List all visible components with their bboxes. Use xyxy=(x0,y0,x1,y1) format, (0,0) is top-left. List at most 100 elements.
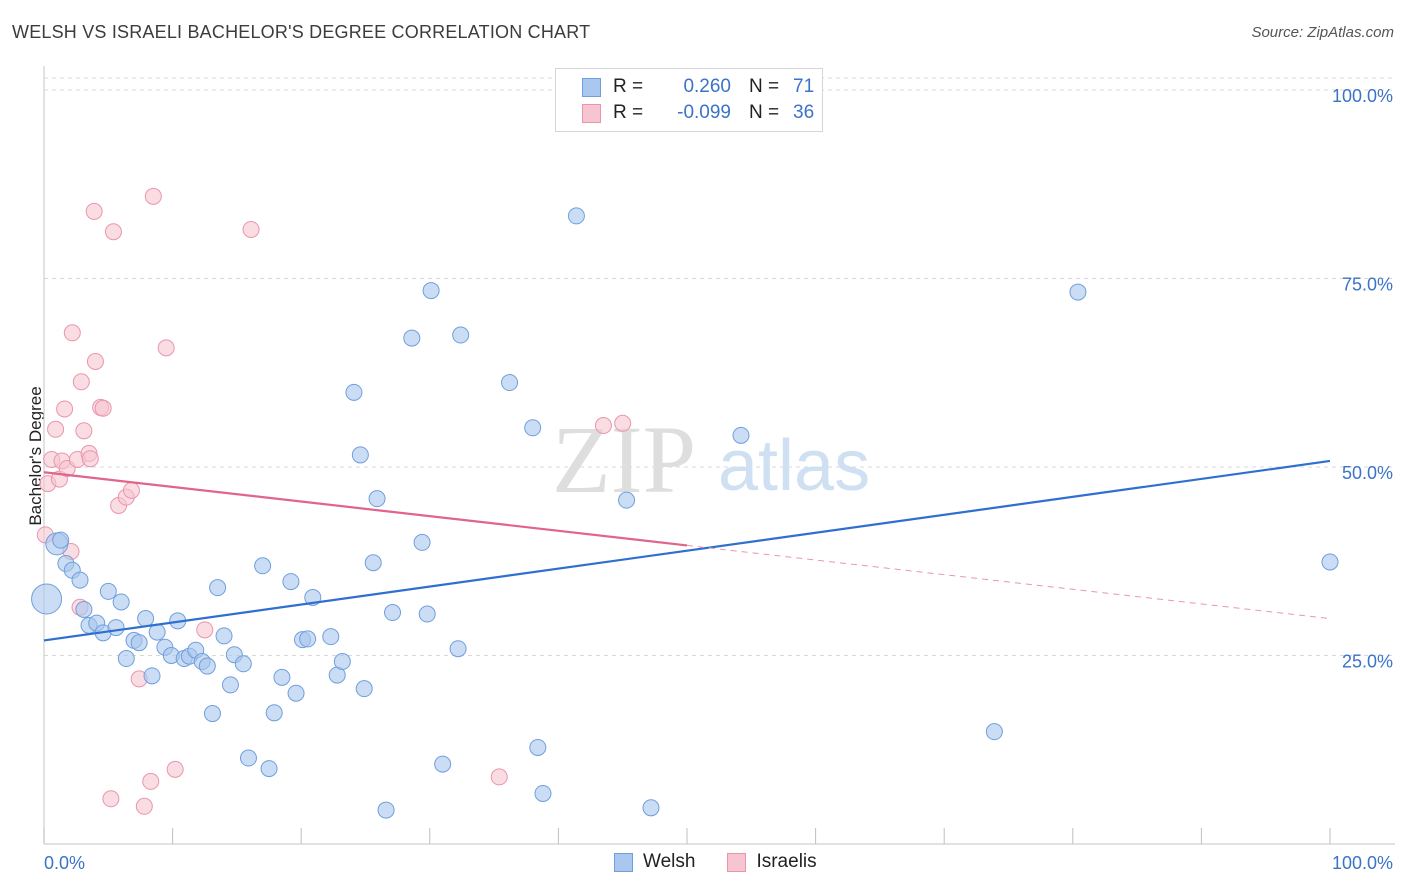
y-tick-label: 75.0% xyxy=(1342,275,1393,295)
legend-n-label: N = xyxy=(749,76,780,97)
israelis-point xyxy=(86,352,104,370)
welsh-point xyxy=(355,680,373,698)
welsh-point xyxy=(534,784,552,802)
welsh-point xyxy=(449,640,467,658)
welsh-point xyxy=(985,723,1003,741)
welsh-point xyxy=(260,760,278,778)
welsh-point xyxy=(31,583,63,615)
y-tick-label: 25.0% xyxy=(1342,652,1393,672)
israelis-point xyxy=(142,772,160,790)
welsh-point xyxy=(117,650,135,668)
welsh-point xyxy=(418,605,436,623)
welsh-point xyxy=(345,383,363,401)
legend-label-welsh: Welsh xyxy=(643,851,696,872)
israelis-point xyxy=(104,223,122,241)
welsh-point xyxy=(234,655,252,673)
legend-n-value: 71 xyxy=(793,76,815,97)
welsh-point xyxy=(148,623,166,641)
israelis-point xyxy=(81,450,99,468)
welsh-point xyxy=(107,619,125,637)
welsh-point xyxy=(254,557,272,575)
legend-swatch-israelis xyxy=(727,852,747,872)
welsh-point xyxy=(239,749,257,767)
welsh-point xyxy=(403,329,421,347)
series-legend: Welsh Israelis xyxy=(614,851,849,873)
welsh-point xyxy=(618,491,636,509)
grid-lines xyxy=(44,77,1395,656)
welsh-point xyxy=(322,628,340,646)
legend-r-label: R = xyxy=(613,76,644,97)
welsh-point xyxy=(209,579,227,597)
tick-labels: 100.0% 75.0% 50.0% 25.0% 0.0% 100.0% xyxy=(44,86,1393,873)
y-tick-label: 50.0% xyxy=(1342,463,1393,483)
correlation-legend: R = 0.260 N = 71 R = -0.099 N = 36 xyxy=(555,68,823,132)
israelis-point xyxy=(490,768,508,786)
welsh-point xyxy=(529,738,547,756)
israelis-point xyxy=(594,417,612,435)
legend-n-value: 36 xyxy=(793,102,815,123)
welsh-trend-line xyxy=(43,459,1331,642)
legend-r-label: R = xyxy=(613,102,644,123)
legend-label-israelis: Israelis xyxy=(756,851,817,872)
x-tick-label: 0.0% xyxy=(44,853,85,873)
welsh-point xyxy=(1069,283,1087,301)
legend-swatch-israelis xyxy=(582,103,601,123)
israelis-point xyxy=(102,790,120,808)
israelis-point xyxy=(144,187,162,205)
welsh-point xyxy=(413,533,431,551)
welsh-point xyxy=(137,610,155,628)
welsh-point xyxy=(221,676,239,694)
israelis-point xyxy=(157,339,175,357)
y-tick-label: 100.0% xyxy=(1332,86,1393,106)
chart-title: WELSH VS ISRAELI BACHELOR'S DEGREE CORRE… xyxy=(12,22,591,42)
welsh-point xyxy=(265,704,283,722)
welsh-point xyxy=(501,374,519,392)
welsh-point xyxy=(642,799,660,817)
legend-item-israelis[interactable]: Israelis xyxy=(727,851,817,873)
legend-row-israelis: R = -0.099 N = 36 xyxy=(582,101,814,125)
israelis-point xyxy=(94,399,112,417)
israelis-point xyxy=(135,797,153,815)
israelis-point xyxy=(196,621,214,639)
israelis-trend-line xyxy=(43,471,688,547)
welsh-point xyxy=(333,653,351,671)
welsh-point xyxy=(567,207,585,225)
legend-r-value: -0.099 xyxy=(677,102,731,123)
welsh-point xyxy=(351,446,369,464)
welsh-point xyxy=(384,604,402,622)
welsh-point xyxy=(203,705,221,723)
welsh-point xyxy=(71,571,89,589)
israelis-trend-extension xyxy=(686,544,1331,620)
israelis-point xyxy=(166,760,184,778)
welsh-point xyxy=(282,573,300,591)
welsh-point xyxy=(524,419,542,437)
x-tick-label: 100.0% xyxy=(1332,853,1393,873)
israelis-point xyxy=(56,400,74,418)
welsh-point xyxy=(368,490,386,508)
legend-n-label: N = xyxy=(749,102,780,123)
welsh-point xyxy=(422,282,440,300)
legend-item-welsh[interactable]: Welsh xyxy=(614,851,695,873)
data-points xyxy=(31,187,1339,819)
welsh-point xyxy=(130,634,148,652)
trend-lines xyxy=(43,459,1331,642)
welsh-point xyxy=(434,755,452,773)
welsh-point xyxy=(99,582,117,600)
legend-swatch-welsh xyxy=(614,852,633,872)
welsh-point xyxy=(52,531,70,549)
welsh-point xyxy=(75,601,93,619)
israelis-point xyxy=(63,324,81,342)
welsh-point xyxy=(732,426,750,444)
axes xyxy=(43,66,1395,845)
welsh-point xyxy=(287,684,305,702)
israelis-point xyxy=(47,420,65,438)
israelis-point xyxy=(614,414,632,432)
welsh-point xyxy=(452,326,470,344)
legend-row-welsh: R = 0.260 N = 71 xyxy=(582,75,814,99)
legend-swatch-welsh xyxy=(582,77,601,97)
welsh-point xyxy=(299,630,317,648)
israelis-point xyxy=(242,220,260,238)
source-label: Source: ZipAtlas.com xyxy=(1251,24,1394,41)
israelis-point xyxy=(75,422,93,440)
